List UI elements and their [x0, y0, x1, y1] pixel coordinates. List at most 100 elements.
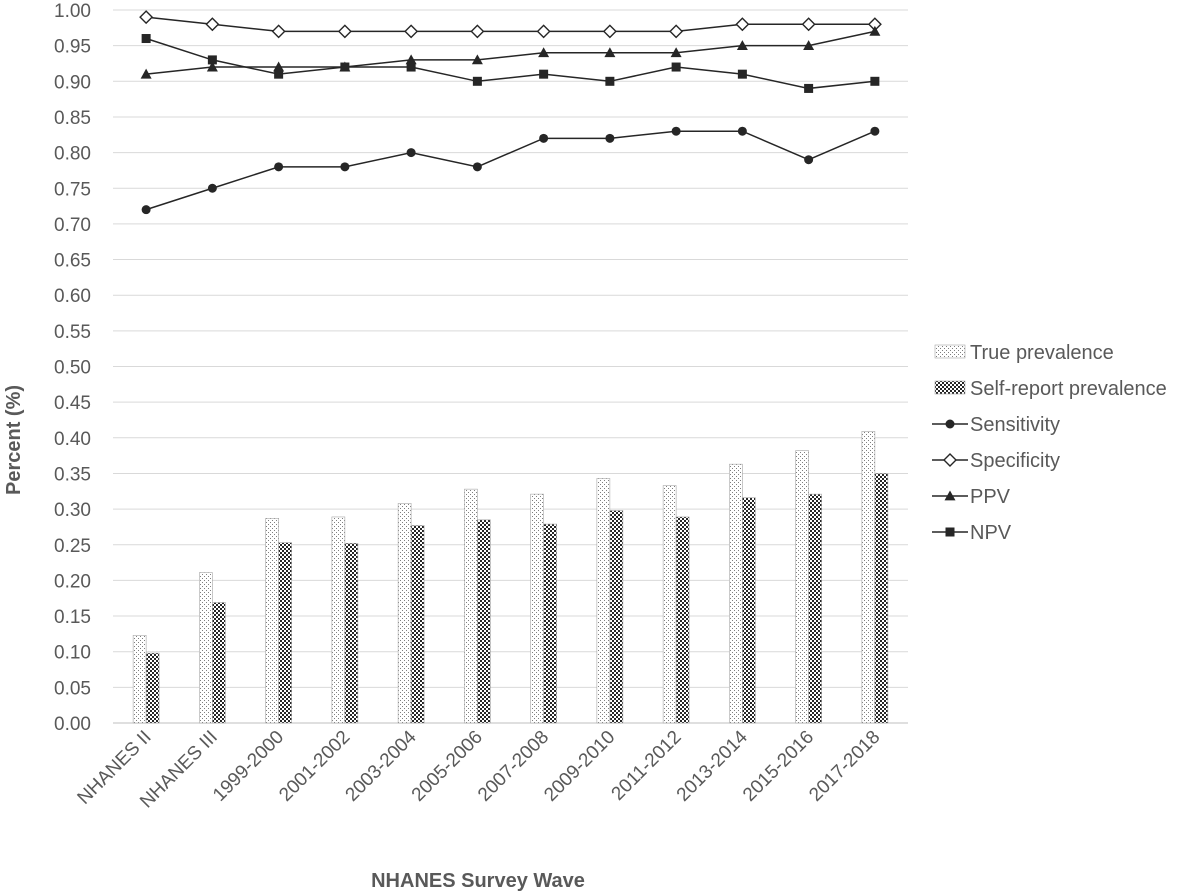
point-ppv-2: [273, 61, 285, 72]
bar-self-report-prevalence-4: [410, 525, 425, 724]
legend-item-true-prevalence: True prevalence: [934, 342, 1114, 364]
bar-self-report-prevalence-7: [609, 510, 624, 724]
x-tick-label: 2017-2018: [805, 727, 884, 806]
point-npv-3: [340, 62, 350, 72]
legend-swatch: [934, 380, 966, 395]
bar-true-prevalence-0: [132, 635, 147, 724]
line-npv: [145, 37, 875, 90]
x-tick-label: 2001-2002: [275, 727, 354, 806]
y-tick-label: 0.60: [54, 286, 91, 307]
y-tick-label: 0.35: [54, 464, 91, 485]
y-tick-label: 0.55: [54, 322, 91, 343]
y-tick-label: 0.10: [54, 643, 91, 664]
y-tick-label: 0.30: [54, 500, 91, 521]
y-tick-label: 0.40: [54, 429, 91, 450]
legend-item-npv: NPV: [932, 522, 1012, 544]
point-sensitivity-4: [406, 148, 416, 158]
legend-item-self-report-prevalence: Self-report prevalence: [934, 378, 1167, 400]
legend-label: NPV: [970, 522, 1012, 544]
point-specificity-1: [205, 17, 220, 32]
point-specificity-9: [735, 17, 750, 32]
point-sensitivity-11: [870, 126, 880, 136]
bar-true-prevalence-8: [662, 485, 677, 724]
point-specificity-5: [470, 24, 485, 39]
y-tick-label: 0.25: [54, 536, 91, 557]
bar-true-prevalence-5: [464, 488, 478, 724]
legend-swatch: [934, 344, 966, 359]
point-ppv-10: [803, 40, 815, 51]
x-tick-label: 2013-2014: [673, 726, 752, 805]
point-npv-8: [671, 62, 681, 72]
x-tick-label: 2005-2006: [408, 727, 487, 806]
bar-true-prevalence-10: [795, 450, 809, 724]
bar-self-report-prevalence-5: [477, 519, 491, 724]
point-ppv-6: [538, 47, 550, 58]
series-sensitivity: [141, 126, 880, 215]
y-tick-label: 0.05: [54, 678, 91, 699]
legend: True prevalence Self-report prevalence Sen…: [932, 342, 1167, 544]
legend-marker: [944, 490, 956, 501]
point-sensitivity-0: [141, 205, 151, 215]
point-specificity-8: [669, 24, 684, 39]
y-tick-label: 0.85: [54, 108, 91, 129]
y-tick-label: 0.95: [54, 37, 91, 58]
bar-self-report-prevalence-8: [675, 516, 690, 724]
point-specificity-7: [602, 24, 617, 39]
gridlines: [113, 9, 908, 724]
y-tick-label: 0.90: [54, 72, 91, 93]
point-sensitivity-2: [274, 162, 284, 172]
point-npv-4: [406, 62, 416, 72]
line-sensitivity: [145, 130, 876, 211]
point-npv-11: [870, 76, 880, 86]
point-ppv-0: [140, 68, 152, 79]
lines: [139, 10, 882, 215]
point-npv-0: [141, 34, 151, 44]
x-tick-label: 1999-2000: [209, 727, 288, 806]
point-npv-9: [737, 69, 747, 79]
point-specificity-4: [404, 24, 419, 39]
point-sensitivity-8: [671, 126, 681, 136]
point-npv-6: [539, 69, 549, 79]
point-specificity-10: [801, 17, 816, 32]
y-tick-label: 0.00: [54, 714, 91, 735]
y-tick-label: 0.45: [54, 393, 91, 414]
y-tick-label: 0.75: [54, 179, 91, 200]
bar-true-prevalence-7: [596, 478, 611, 724]
series-npv: [141, 34, 880, 93]
series-ppv: [140, 25, 881, 79]
legend-marker: [945, 419, 955, 429]
point-ppv-9: [736, 40, 748, 51]
point-specificity-6: [536, 24, 551, 39]
bar-self-report-prevalence-2: [278, 542, 292, 724]
y-tick-label: 1.00: [54, 1, 91, 22]
point-npv-2: [274, 69, 284, 79]
legend-marker: [943, 453, 957, 467]
y-tick-label: 0.20: [54, 571, 91, 592]
y-tick-label: 0.15: [54, 607, 91, 628]
legend-item-specificity: Specificity: [932, 450, 1060, 472]
point-sensitivity-7: [605, 133, 615, 143]
bar-self-report-prevalence-6: [543, 523, 557, 724]
legend-label: True prevalence: [970, 342, 1114, 364]
point-npv-10: [804, 83, 814, 93]
bar-self-report-prevalence-11: [874, 473, 889, 724]
point-sensitivity-9: [737, 126, 747, 136]
legend-marker: [945, 527, 955, 537]
bar-self-report-prevalence-1: [212, 602, 226, 724]
legend-item-sensitivity: Sensitivity: [932, 414, 1060, 436]
x-tick-label: 2007-2008: [474, 727, 553, 806]
y-axis-tick-labels: 0.00 0.05 0.10 0.15 0.20 0.25 0.30 0.35 0.40 0.45…: [54, 1, 91, 735]
bar-true-prevalence-6: [530, 493, 544, 724]
point-sensitivity-1: [207, 183, 217, 193]
series-specificity: [139, 10, 882, 39]
x-tick-label: 2015-2016: [739, 727, 818, 806]
point-npv-5: [472, 76, 482, 86]
bar-true-prevalence-9: [729, 463, 743, 724]
bar-self-report-prevalence-10: [808, 493, 822, 724]
x-tick-label: 2009-2010: [540, 727, 619, 806]
point-sensitivity-3: [340, 162, 350, 172]
point-sensitivity-5: [472, 162, 482, 172]
point-sensitivity-10: [804, 155, 814, 165]
